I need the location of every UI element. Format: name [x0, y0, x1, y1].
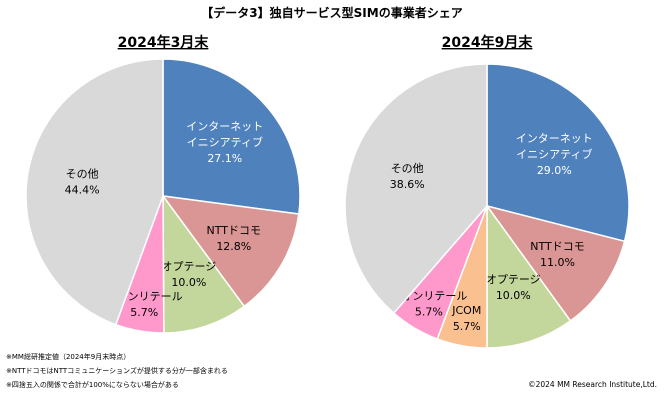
pie-title-right: 2024年9月末 [442, 34, 534, 51]
chart-title: 【データ3】独自サービス型SIMの事業者シェア [201, 5, 462, 20]
pie-slice [485, 204, 626, 322]
pie-slice [162, 58, 301, 215]
slice-label: NTTドコモ [207, 224, 261, 237]
slice-label: オプテージ [162, 260, 217, 273]
slice-value-label: 27.1% [207, 152, 242, 165]
slice-label: イニシアティブ [516, 147, 592, 161]
slice-label: その他 [66, 168, 99, 181]
pie-title-left: 2024年3月末 [118, 34, 210, 51]
slice-value-label: 38.6% [390, 178, 425, 191]
slice-value-label: 12.8% [216, 240, 251, 253]
pie-slice [486, 63, 630, 243]
slice-value-label: 29.0% [537, 164, 572, 177]
slice-value-label: 11.0% [540, 256, 575, 269]
slice-value-label: 5.7% [453, 320, 481, 333]
copyright: ©2024 MM Research Institute,Ltd. [528, 380, 657, 389]
pie-slice [25, 58, 164, 326]
note-2: ※NTTドコモはNTTコミュニケーションズが提供する分が一部含まれる [6, 366, 228, 375]
slice-label: オプテージ [486, 273, 541, 286]
note-3: ※四捨五入の関係で合計が100%にならない場合がある [6, 380, 179, 389]
pie-slice [486, 203, 572, 349]
slice-label: JCOM [451, 304, 481, 317]
slice-value-label: 5.7% [130, 306, 158, 319]
slice-value-label: 10.0% [171, 276, 206, 289]
slice-label: NTTドコモ [530, 240, 584, 253]
slice-value-label: 10.0% [496, 289, 531, 302]
pie-slice [162, 193, 246, 334]
slice-value-label: 5.7% [415, 306, 443, 319]
slice-label: インターネット [516, 132, 593, 145]
note-1: ※MM総研推定値（2024年9月末時点） [6, 352, 130, 361]
pie-slice [344, 63, 488, 315]
slice-label: イニシアティブ [187, 135, 263, 149]
slice-label: その他 [391, 162, 424, 175]
slice-value-label: 44.4% [65, 184, 100, 197]
pie-slice [161, 195, 300, 308]
slice-label: インターネット [186, 120, 263, 133]
